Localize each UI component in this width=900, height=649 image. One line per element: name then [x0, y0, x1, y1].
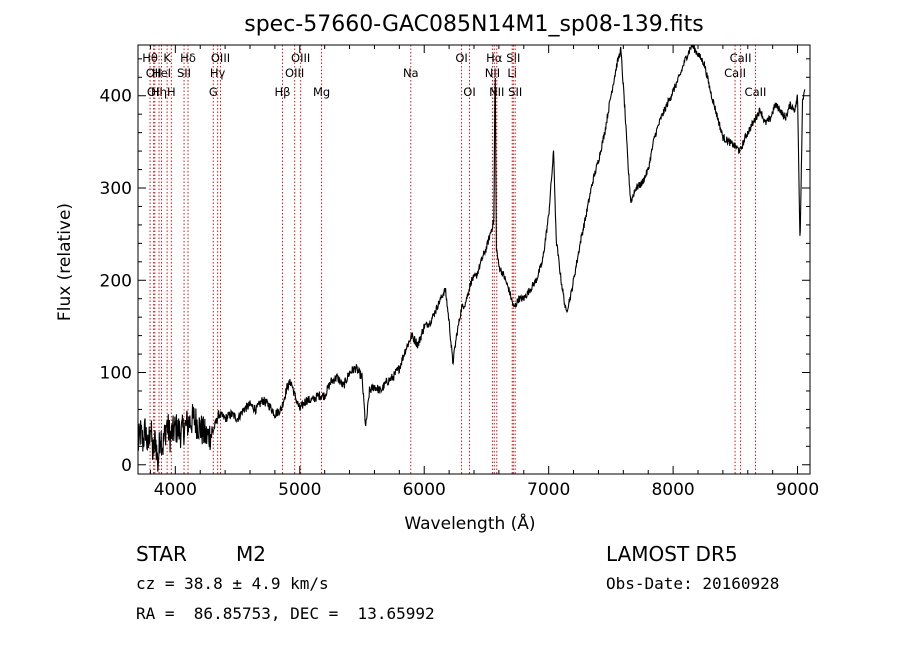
x-tick-label: 4000	[154, 480, 197, 500]
chart-title: spec-57660-GAC085N14M1_sp08-139.fits	[244, 12, 704, 37]
spectral-line-label: OII	[146, 66, 162, 80]
spectral-line-label: G	[209, 85, 218, 99]
y-tick-label: 400	[100, 87, 132, 107]
sky-coordinates: RA = 86.85753, DEC = 13.65992	[136, 604, 435, 623]
spectral-line-label: Mg	[313, 85, 330, 99]
x-axis-label: Wavelength (Å)	[404, 512, 535, 534]
x-tick-label: 5000	[278, 480, 321, 500]
spectral-line-label: K	[163, 51, 171, 65]
survey-name: LAMOST DR5	[606, 542, 738, 566]
spectral-line-label: OIII	[291, 51, 310, 65]
spectral-line-label: OIII	[285, 66, 304, 80]
x-tick-label: 6000	[403, 480, 446, 500]
spectral-line-label: Hη	[151, 85, 167, 99]
spectral-line-label: CaII	[724, 66, 746, 80]
spectral-line-label: NII	[489, 85, 504, 99]
spectral-line-label: HeI	[152, 66, 171, 80]
x-tick-label: 8000	[651, 480, 694, 500]
spectrum-series	[138, 45, 806, 472]
spectral-line-label: Hθ	[142, 51, 158, 65]
spectral-line-label: Na	[403, 66, 419, 80]
spectral-line-label: H	[167, 85, 176, 99]
redshift-velocity: cz = 38.8 ± 4.9 km/s	[136, 574, 329, 593]
spectral-line-label: Li	[507, 66, 517, 80]
spectral-line-label: CaII	[745, 85, 767, 99]
spectral-line-label: Hγ	[210, 66, 226, 80]
y-tick-label: 200	[100, 271, 132, 291]
y-axis-label: Flux (relative)	[55, 203, 75, 321]
spectral-line-label: Hβ	[274, 85, 290, 99]
y-tick-label: 0	[121, 456, 132, 476]
spectral-line-label: OI	[455, 51, 467, 65]
spectral-line-label: Hδ	[180, 51, 196, 65]
y-tick-label: 300	[100, 179, 132, 199]
spectral-line-label: OI	[463, 85, 475, 99]
y-tick-label: 100	[100, 364, 132, 384]
object-subclass: M2	[236, 542, 266, 566]
spectral-line-label: OIII	[211, 51, 230, 65]
spectral-line-label: CaII	[730, 51, 752, 65]
spectral-line-label: NII	[485, 66, 500, 80]
spectral-line-label: SII	[508, 85, 522, 99]
plot-frame	[137, 44, 811, 475]
spectral-line-label: SII	[506, 51, 520, 65]
spectral-line-label: Hα	[486, 51, 503, 65]
object-class: STAR	[136, 542, 187, 566]
spectral-line-label: SII	[177, 66, 191, 80]
observation-date: Obs-Date: 20160928	[606, 574, 780, 593]
x-tick-label: 9000	[776, 480, 819, 500]
x-tick-label: 7000	[527, 480, 570, 500]
